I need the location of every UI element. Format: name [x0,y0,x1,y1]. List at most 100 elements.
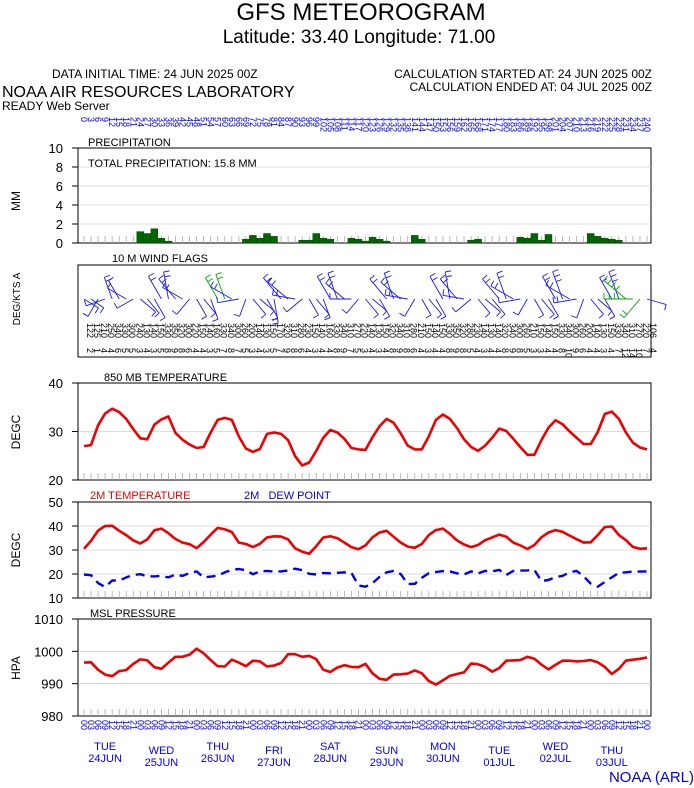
wind-speed-label: 10 [564,348,574,358]
day-date-label: 28JUN [314,753,348,765]
precip-bar [608,238,616,244]
forecast-hour-label: 69 [241,117,251,127]
y-tick-label: 50 [49,495,63,510]
utc-hour-label: 00 [248,720,258,730]
pressure-title: MSL PRESSURE [90,608,176,620]
wind-barb-flag [615,285,620,291]
precipitation-ylabel: MM [9,191,23,211]
wind-direction-label: 150 [198,323,208,338]
wind-ylabel: DEG/KTS A [12,272,23,325]
utc-hour-label: 03 [311,720,321,730]
wind-barb-flag [108,276,114,281]
wind-speed-label: 8 [514,348,524,353]
wind-barb-staff [380,281,401,300]
forecast-hour-label: 147 [424,117,434,132]
wind-direction-label: 130 [141,323,151,338]
precip-bar [150,228,159,244]
wind-barb-staff [428,298,443,315]
precipitation-y-ticks: 0 2 4 6 8 10 [49,141,78,251]
wind-direction-label: 240 [134,323,144,338]
wind-barb-flag [451,306,457,313]
wind-barb-staff [384,294,408,300]
precip-bar [368,237,377,244]
wind-barb-staff [372,298,387,312]
utc-hour-label: 15 [114,720,124,730]
wind-speed-label: 4 [430,348,440,353]
precip-bar [164,240,173,244]
utc-hour-label: 12 [220,720,230,730]
wind-barb-staff [477,298,491,314]
utc-hour-label: 15 [170,720,180,730]
wind-barb-staff [266,298,279,318]
y-tick-label: 40 [49,519,63,534]
wind-speed-label: 9 [169,348,179,353]
wind-speed-label: 6 [578,348,588,353]
forecast-hour-label: 93 [297,117,307,127]
wind-barb-flag [205,274,211,279]
precip-bar [270,236,278,244]
utc-hour-label: 21 [128,720,138,730]
forecast-hour-label: 3 [86,117,96,122]
wind-barb-staff [490,285,514,300]
utc-hour-label: 06 [149,720,159,730]
wind-barb-flag [485,312,491,318]
forecast-hour-label: 0 [79,117,89,122]
wind-speed-label: 3 [535,348,545,353]
wind-barb-staff [86,298,106,307]
wind-barb-staff [158,278,176,300]
forecast-hour-label: 87 [283,117,293,127]
forecast-hour-label: 42 [178,117,188,127]
utc-hour-label: 00 [529,720,539,730]
wind-barb-flag [425,314,432,319]
wind-barb-flag [158,274,164,280]
wind-speed-label: 5 [352,348,362,353]
chart-subtitle: Latitude: 33.40 Longitude: 71.00 [223,27,496,48]
wind-barb-staff [87,298,99,317]
utc-hour-label: 09 [382,720,392,730]
temp2m-y-ticks: 10 20 30 40 50 [49,495,78,606]
wind-direction-label: 140 [493,323,503,338]
precip-bar [587,233,595,244]
wind-speed-label: 4 [648,348,658,353]
wind-direction-label: 310 [627,323,637,338]
forecast-hour-label: 132 [389,117,399,132]
wind-speed-label: 4 [191,348,201,353]
wind-direction-label: 320 [458,323,468,338]
wind-direction-label: 150 [310,323,320,338]
wind-barb-staff [576,298,585,318]
wind-barb-flag [99,307,105,314]
wind-barb-flag [325,278,330,284]
day-of-week-label: THU [206,741,229,753]
utc-hour-label: 03 [142,720,152,730]
forecast-hour-label: 138 [403,117,413,132]
day-of-week-label: SAT [320,741,341,753]
wind-barb-flag [271,280,276,286]
precipitation-gridlines [78,166,651,243]
wind-speed-label: 8 [331,348,341,353]
utc-hour-label: 06 [543,720,553,730]
wind-speed-label: 1 [92,348,102,353]
wind-direction-label: 140 [254,323,264,338]
wind-barb-flag [612,279,619,282]
wind-barb-staff [455,298,472,313]
y-tick-label: 10 [49,591,63,606]
precip-bar [467,239,475,244]
utc-hour-label: 12 [332,720,342,730]
wind-direction-label: 220 [641,323,651,338]
temp850-ylabel: DEGC [9,414,23,449]
series-line [83,567,648,589]
wind-barb-staff [346,298,359,314]
utc-hour-label: 09 [438,720,448,730]
forecast-hour-label: 135 [396,117,406,132]
utc-hour-label: 21 [185,720,195,730]
wind-direction-label: 300 [571,323,581,338]
precip-bar [474,238,482,244]
utc-hour-label: 18 [459,720,469,730]
y-tick-label: 30 [49,543,63,558]
wind-barb-flag [276,289,279,296]
precip-bar [305,239,313,244]
wind-direction-label: 280 [465,323,475,338]
utc-hour-label: 00 [473,720,483,730]
pressure-panel: MSL PRESSURE HPA 980 990 1000 1010 [9,608,652,724]
